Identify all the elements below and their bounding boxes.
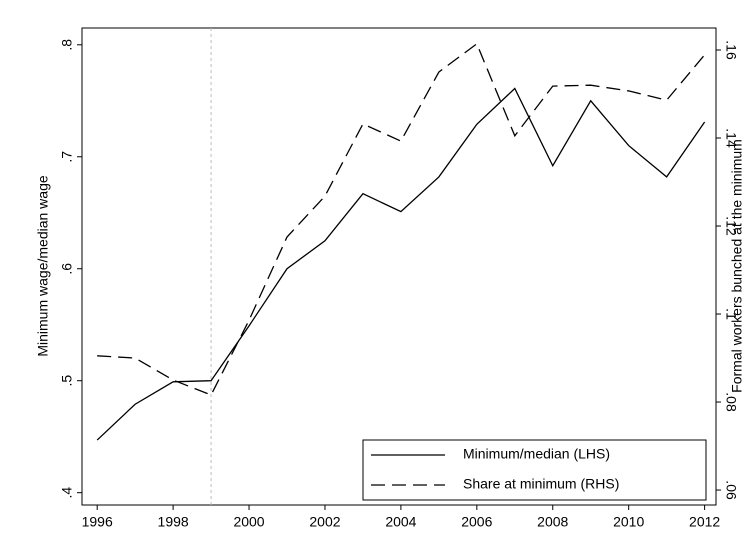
- y-tick-label: .5: [59, 375, 75, 387]
- x-tick-label: 1996: [82, 514, 113, 530]
- series-line: [96, 87, 706, 441]
- x-tick-label: 2004: [385, 514, 416, 530]
- y-axis-label: Minimum wage/median wage: [35, 175, 51, 357]
- x-tick-label: 1998: [158, 514, 189, 530]
- y2-tick-label: .1: [723, 308, 739, 320]
- y-tick-label: .8: [59, 39, 75, 51]
- legend-label: Share at minimum (RHS): [463, 476, 619, 492]
- y-tick-label: .4: [59, 487, 75, 499]
- y2-axis-label: Formal workers bunched at the minimum: [729, 139, 745, 393]
- x-tick-label: 2002: [309, 514, 340, 530]
- legend-label: Minimum/median (LHS): [463, 446, 610, 462]
- x-tick-label: 2008: [537, 514, 568, 530]
- x-tick-label: 2010: [613, 514, 644, 530]
- legend: Minimum/median (LHS) Share at minimum (RH…: [362, 439, 707, 501]
- y2-tick-label: .06: [723, 480, 739, 500]
- x-tick-label: 2006: [461, 514, 492, 530]
- y2-tick-label: .12: [723, 216, 739, 236]
- y2-tick-label: .16: [723, 40, 739, 60]
- plot-frame: [81, 27, 717, 506]
- y-tick-label: .7: [59, 151, 75, 163]
- y2-tick-label: .14: [723, 128, 739, 148]
- y2-tick-label: .08: [723, 392, 739, 412]
- legend-box: [362, 439, 707, 501]
- series-line: [97, 42, 706, 396]
- x-tick-label: 2000: [233, 514, 264, 530]
- x-tick-label: 2012: [689, 514, 720, 530]
- y-tick-label: .6: [59, 263, 75, 275]
